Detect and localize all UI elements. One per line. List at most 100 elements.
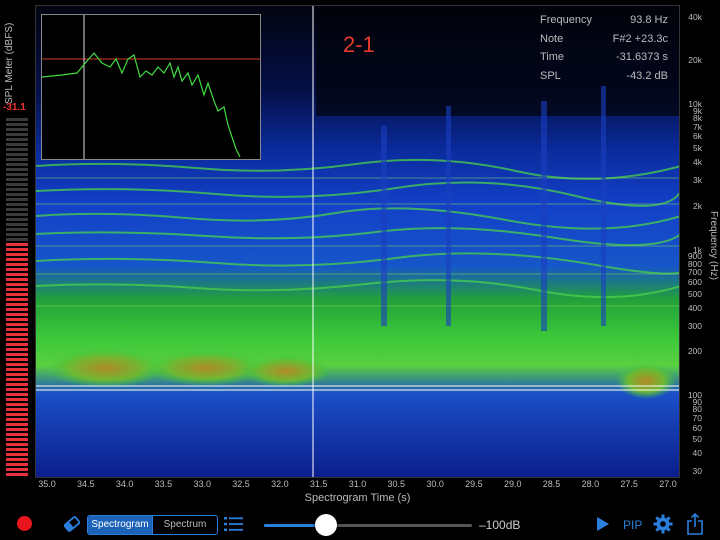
spl-meter-segment	[6, 183, 28, 186]
spectrogram[interactable]	[35, 5, 680, 478]
spl-meter-segment	[6, 193, 28, 196]
spl-meter-segment	[6, 243, 28, 246]
frequency-tick-label: 3k	[693, 175, 702, 186]
frequency-tick-label: 8k	[693, 113, 702, 124]
spectrum-inset	[41, 14, 261, 160]
floor-slider-track[interactable]	[264, 524, 472, 527]
spl-meter-segment	[6, 348, 28, 351]
time-tick-label: 31.0	[348, 479, 367, 489]
frequency-tick-label: 90	[692, 396, 702, 407]
time-axis: 35.0 34.5 34.0 33.5 33.0 32.5 32.0 31.5 31.0 30.5…	[35, 479, 680, 493]
spl-meter-segment	[6, 333, 28, 336]
spl-meter-segment	[6, 433, 28, 436]
spl-meter-segment	[6, 158, 28, 161]
time-tick-label: 31.5	[309, 479, 328, 489]
time-tick-label: 33.0	[193, 479, 212, 489]
eraser-icon[interactable]	[62, 514, 82, 534]
gear-icon[interactable]	[653, 514, 673, 534]
frequency-tick-label: 5k	[693, 142, 702, 153]
time-axis-title: Spectrogram Time (s)	[304, 492, 411, 504]
spl-meter-segment	[6, 178, 28, 181]
time-tick-label: 27.5	[620, 479, 638, 489]
spl-meter-segment	[6, 323, 28, 326]
toolbar: Spectrogram Spectrum –100dB PIP	[0, 508, 720, 540]
frequency-tick-label: 20k	[688, 55, 702, 66]
spl-meter-segment	[6, 303, 28, 306]
list-icon[interactable]	[224, 516, 244, 532]
readout-spl: SPL -43.2 dB	[540, 69, 668, 82]
frequency-tick-label: 1k	[693, 244, 702, 255]
spl-meter-segment	[6, 223, 28, 226]
spl-meter-value: -31.1	[3, 102, 26, 113]
spl-meter-segment	[6, 198, 28, 201]
frequency-tick-label: 70	[692, 412, 702, 423]
tab-spectrogram[interactable]: Spectrogram	[88, 516, 153, 534]
spl-meter-segment	[6, 418, 28, 421]
frequency-tick-label: 60	[692, 422, 702, 433]
frequency-axis-title: Frequency (Hz)	[708, 210, 719, 280]
record-button[interactable]	[17, 516, 32, 531]
cursor-readout: Frequency 93.8 Hz Note F#2 +23.3c Time -31.…	[540, 14, 668, 88]
spl-meter-segment	[6, 343, 28, 346]
frequency-tick-label: 9k	[693, 105, 702, 116]
spl-meter-segment	[6, 338, 28, 341]
spl-meter-segment	[6, 448, 28, 451]
floor-slider-thumb[interactable]	[315, 514, 338, 536]
spl-meter-segment	[6, 363, 28, 366]
frequency-tick-label: 40k	[688, 11, 702, 22]
spl-meter-segment	[6, 443, 28, 446]
spl-meter-segment	[6, 133, 28, 136]
spl-meter-segment	[6, 188, 28, 191]
spl-meter-segment	[6, 123, 28, 126]
time-tick-label: 34.5	[77, 479, 95, 489]
spl-meter-title: SPL Meter (dBFS)	[4, 22, 15, 104]
spl-meter-segment	[6, 393, 28, 396]
frequency-tick-label: 300	[687, 320, 702, 331]
spl-meter-segment	[6, 143, 28, 146]
spl-meter-segment	[6, 353, 28, 356]
spl-meter-segment	[6, 288, 28, 291]
spl-meter-segment	[6, 298, 28, 301]
frequency-tick-label: 30	[692, 466, 702, 477]
spl-meter-segment	[6, 453, 28, 456]
spl-meter-segment	[6, 278, 28, 281]
frequency-tick-label: 80	[692, 404, 702, 415]
play-icon[interactable]	[596, 517, 610, 531]
spl-meter-segment	[6, 408, 28, 411]
frequency-tick-label: 900	[687, 251, 702, 262]
spl-meter-segment	[6, 228, 28, 231]
share-icon[interactable]	[687, 512, 703, 535]
spl-meter-segment	[6, 463, 28, 466]
spl-meter-segment	[6, 373, 28, 376]
time-tick-label: 29.0	[503, 479, 522, 489]
spl-meter-segment	[6, 438, 28, 441]
time-tick-label: 32.0	[271, 479, 289, 489]
spl-meter-segment	[6, 253, 28, 256]
frequency-tick-label: 100	[687, 390, 702, 401]
spl-meter-segment	[6, 293, 28, 296]
floor-level-label: –100dB	[479, 518, 521, 532]
spl-meter-segment	[6, 458, 28, 461]
spl-meter-segment	[6, 318, 28, 321]
frequency-tick-label: 700	[687, 267, 702, 278]
spl-meter-segment	[6, 358, 28, 361]
time-tick-label: 28.5	[542, 479, 561, 489]
spl-meter-segment	[6, 368, 28, 371]
pip-button[interactable]: PIP	[623, 518, 643, 532]
readout-time: Time -31.6373 s	[540, 51, 668, 63]
time-tick-label: 28.0	[581, 479, 600, 489]
spl-meter-segment	[6, 308, 28, 311]
spl-meter-segment	[6, 213, 28, 216]
spl-meter-segment	[6, 258, 28, 261]
frequency-tick-label: 400	[687, 302, 702, 313]
spl-meter	[6, 118, 28, 478]
frequency-tick-label: 4k	[693, 157, 702, 168]
spl-meter-segment	[6, 473, 28, 476]
tab-spectrum[interactable]: Spectrum	[163, 519, 207, 530]
spl-meter-segment	[6, 128, 28, 131]
spl-meter-segment	[6, 153, 28, 156]
spl-meter-segment	[6, 468, 28, 471]
frequency-tick-label: 500	[687, 288, 702, 299]
time-tick-label: 35.0	[38, 479, 56, 489]
spl-meter-segment	[6, 403, 28, 406]
